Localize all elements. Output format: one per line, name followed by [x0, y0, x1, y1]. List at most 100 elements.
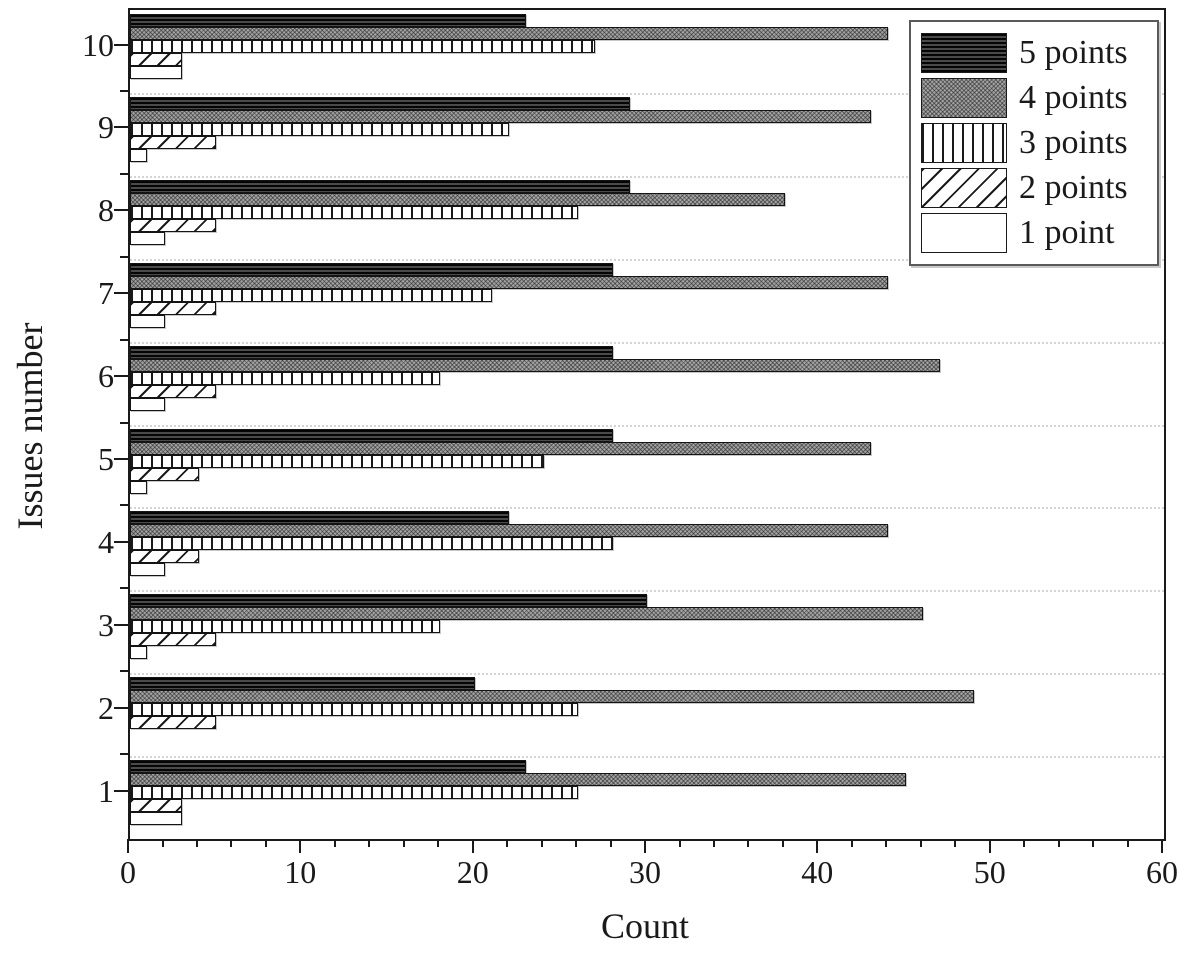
bar-5-points-issue-1	[130, 760, 527, 774]
bar-1-point-issue-5	[130, 480, 148, 494]
legend-label: 5 points	[1019, 34, 1128, 71]
legend-swatch-vertical-lines	[921, 123, 1007, 163]
x-axis-minor-tick	[264, 839, 267, 847]
bar-3-points-issue-5	[130, 454, 544, 468]
x-tick-label-0: 0	[120, 854, 136, 890]
bar-1-point-issue-3	[130, 646, 148, 660]
x-axis-minor-tick	[954, 839, 957, 847]
y-tick-label-6: 6	[98, 358, 114, 395]
x-axis-minor-tick	[575, 839, 578, 847]
bar-2-points-issue-9	[130, 135, 217, 149]
y-axis-major-tick	[114, 43, 128, 46]
bar-4-points-issue-9	[130, 109, 871, 123]
bar-4-points-issue-4	[130, 524, 889, 538]
y-axis-major-tick	[114, 623, 128, 626]
bar-2-points-issue-3	[130, 633, 217, 647]
bar-4-points-issue-7	[130, 275, 889, 289]
y-axis-minor-tick	[120, 587, 128, 590]
legend-label: 3 points	[1019, 124, 1128, 161]
bar-3-points-issue-6	[130, 371, 441, 385]
legend-label: 2 points	[1019, 169, 1128, 206]
plot-area: 5 points 4 points 3 points 2 points 1 point	[128, 8, 1166, 841]
legend-label: 1 point	[1019, 214, 1115, 251]
x-axis-minor-tick	[1057, 839, 1060, 847]
bar-3-points-issue-3	[130, 620, 441, 634]
y-axis-minor-tick	[120, 255, 128, 258]
y-axis-minor-tick	[120, 89, 128, 92]
legend-row-1-point: 1 point	[921, 211, 1151, 255]
bar-5-points-issue-3	[130, 594, 647, 608]
y-axis-minor-tick	[120, 504, 128, 507]
legend-row-3-points: 3 points	[921, 121, 1151, 165]
bar-2-points-issue-6	[130, 384, 217, 398]
bar-5-points-issue-4	[130, 511, 510, 525]
y-tick-label-7: 7	[98, 275, 114, 312]
y-tick-label-2: 2	[98, 689, 114, 726]
y-axis-major-tick	[114, 458, 128, 460]
bar-2-points-issue-1	[130, 799, 182, 813]
y-axis-major-tick	[114, 375, 128, 378]
y-axis-major-tick	[114, 209, 128, 212]
gridline	[130, 92, 1164, 95]
gridline	[130, 507, 1164, 510]
y-tick-label-4: 4	[98, 523, 114, 560]
bar-1-point-issue-9	[130, 148, 148, 162]
y-axis-major-tick	[114, 789, 128, 792]
x-axis-minor-tick	[712, 839, 715, 847]
x-axis-minor-tick	[368, 839, 371, 847]
gridline	[130, 258, 1164, 261]
x-axis-minor-tick	[540, 839, 543, 847]
y-axis-major-tick	[114, 292, 128, 295]
y-axis-minor-tick	[120, 753, 128, 756]
bar-4-points-issue-10	[130, 27, 889, 40]
bar-4-points-issue-6	[130, 358, 940, 372]
y-axis-minor-tick	[120, 421, 128, 424]
x-axis-major-tick	[127, 839, 129, 853]
x-axis-minor-tick	[609, 839, 612, 847]
x-axis-major-tick	[299, 839, 302, 853]
bar-5-points-issue-9	[130, 96, 630, 110]
bar-2-points-issue-2	[130, 716, 217, 730]
x-axis-title: Count	[600, 906, 690, 946]
bar-3-points-issue-10	[130, 40, 596, 53]
x-axis-minor-tick	[437, 839, 440, 847]
x-axis-minor-tick	[1126, 839, 1129, 847]
bar-1-point-issue-10	[130, 66, 182, 79]
x-tick-label-10: 10	[284, 854, 317, 890]
y-tick-label-5: 5	[98, 441, 114, 477]
y-axis-minor-tick	[120, 172, 128, 175]
gridline	[130, 341, 1164, 344]
y-tick-label-1: 1	[98, 772, 114, 809]
bar-5-points-issue-5	[130, 428, 613, 442]
bar-5-points-issue-8	[130, 179, 630, 193]
x-axis-minor-tick	[678, 839, 681, 847]
gridline	[130, 590, 1164, 593]
bar-3-points-issue-2	[130, 703, 579, 717]
bar-2-points-issue-5	[130, 467, 199, 481]
x-axis-minor-tick	[747, 839, 750, 847]
bar-1-point-issue-4	[130, 563, 165, 577]
bar-5-points-issue-10	[130, 14, 527, 27]
y-tick-label-10: 10	[82, 26, 114, 63]
gridline	[130, 673, 1164, 676]
x-axis-minor-tick	[333, 839, 336, 847]
y-tick-label-8: 8	[98, 192, 114, 229]
legend-row-4-points: 4 points	[921, 76, 1151, 120]
bar-1-point-issue-1	[130, 812, 182, 826]
legend: 5 points 4 points 3 points 2 points 1 point	[909, 20, 1159, 266]
x-tick-label-30: 30	[629, 854, 661, 890]
x-axis-minor-tick	[195, 839, 198, 847]
bar-5-points-issue-6	[130, 345, 613, 359]
x-axis-minor-tick	[919, 839, 922, 847]
legend-row-2-points: 2 points	[921, 166, 1151, 210]
bar-3-points-issue-9	[130, 122, 510, 136]
bar-4-points-issue-5	[130, 441, 871, 455]
bar-5-points-issue-2	[130, 677, 475, 691]
bar-1-point-issue-8	[130, 231, 165, 245]
x-axis-minor-tick	[1092, 839, 1095, 847]
x-tick-label-40: 40	[801, 854, 834, 890]
x-axis-major-tick	[988, 839, 991, 853]
x-axis-minor-tick	[230, 839, 233, 847]
bar-4-points-issue-8	[130, 192, 785, 206]
